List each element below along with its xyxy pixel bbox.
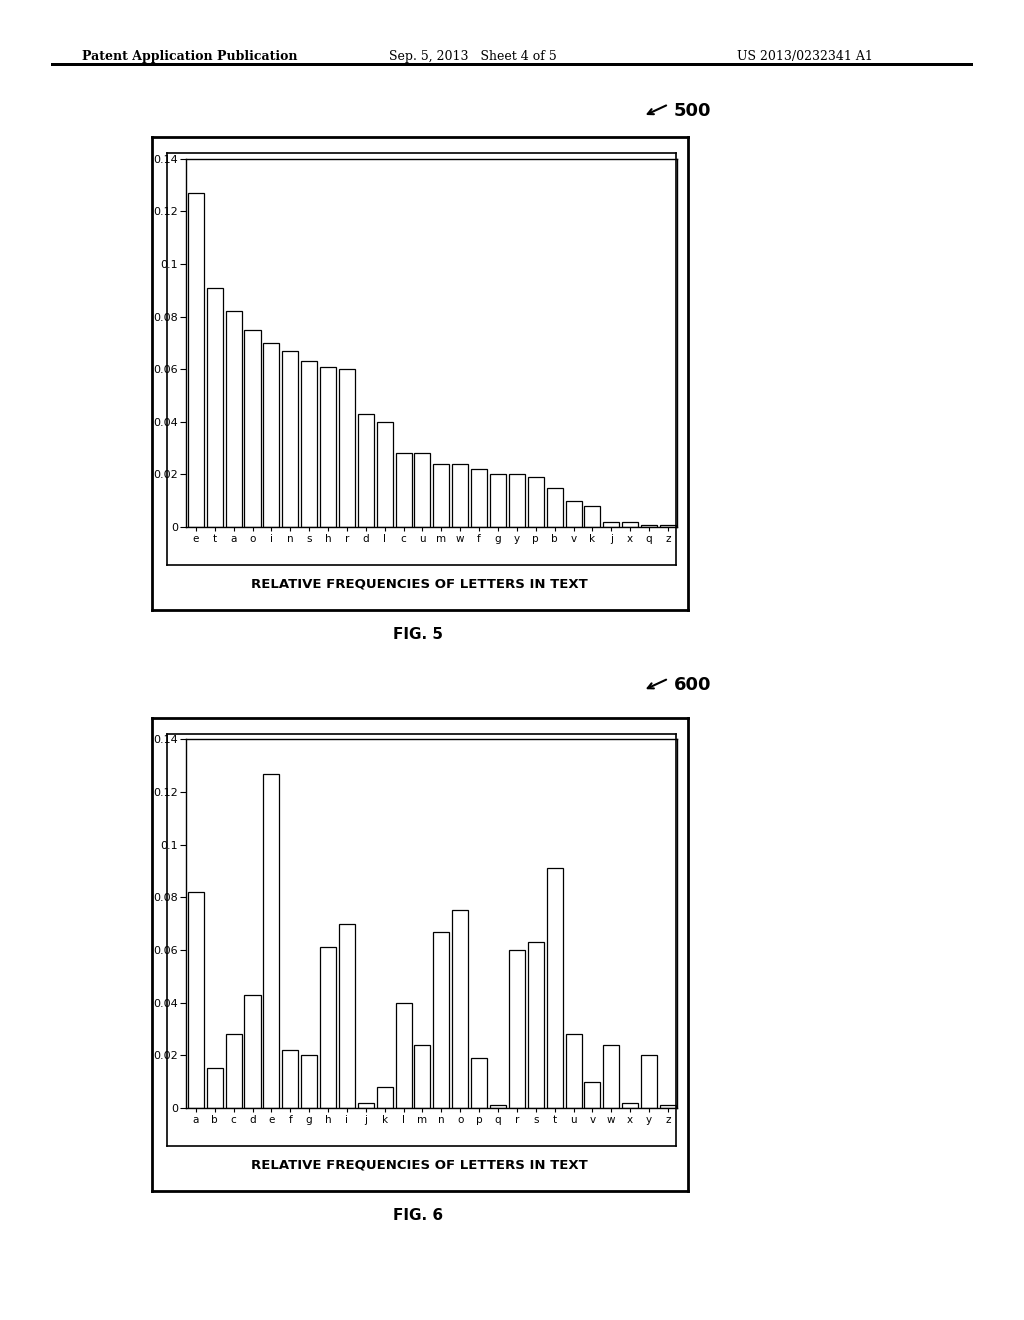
Bar xyxy=(433,463,450,527)
Bar xyxy=(283,1049,298,1107)
Bar xyxy=(283,351,298,527)
Bar xyxy=(395,1003,412,1107)
Bar xyxy=(641,1055,657,1107)
Bar xyxy=(415,454,430,527)
Bar xyxy=(263,343,280,527)
Text: US 2013/0232341 A1: US 2013/0232341 A1 xyxy=(737,50,873,63)
Bar xyxy=(641,524,657,527)
Bar xyxy=(547,869,562,1107)
Text: Sep. 5, 2013   Sheet 4 of 5: Sep. 5, 2013 Sheet 4 of 5 xyxy=(389,50,557,63)
Bar xyxy=(489,474,506,527)
Text: Patent Application Publication: Patent Application Publication xyxy=(82,50,297,63)
Bar xyxy=(659,1105,676,1107)
Bar xyxy=(357,414,374,527)
Text: 600: 600 xyxy=(674,676,712,694)
Bar xyxy=(377,422,393,527)
Bar xyxy=(187,892,204,1107)
Bar xyxy=(339,370,355,527)
Bar xyxy=(395,454,412,527)
Bar xyxy=(453,911,468,1107)
Bar xyxy=(547,487,562,527)
Bar xyxy=(623,521,638,527)
Bar xyxy=(415,1044,430,1107)
Bar xyxy=(603,1044,620,1107)
Bar xyxy=(603,521,620,527)
Bar xyxy=(527,942,544,1107)
Bar xyxy=(321,948,336,1107)
Text: 500: 500 xyxy=(674,102,712,120)
Bar xyxy=(321,367,336,527)
Text: FIG. 6: FIG. 6 xyxy=(393,1208,442,1222)
Bar xyxy=(187,193,204,527)
Bar xyxy=(301,1055,317,1107)
Text: FIG. 5: FIG. 5 xyxy=(393,627,442,642)
Text: RELATIVE FREQUENCIES OF LETTERS IN TEXT: RELATIVE FREQUENCIES OF LETTERS IN TEXT xyxy=(252,1158,588,1171)
Bar xyxy=(207,288,223,527)
Bar xyxy=(585,1081,600,1107)
Bar xyxy=(527,477,544,527)
Bar xyxy=(509,950,525,1107)
Bar xyxy=(357,1102,374,1107)
Bar xyxy=(207,1068,223,1107)
Bar xyxy=(489,1105,506,1107)
Bar xyxy=(565,1035,582,1107)
Bar xyxy=(453,463,468,527)
Bar xyxy=(471,1057,487,1107)
Bar xyxy=(263,774,280,1107)
Bar xyxy=(659,524,676,527)
Bar xyxy=(433,932,450,1107)
Bar xyxy=(225,1035,242,1107)
Bar xyxy=(509,474,525,527)
Bar xyxy=(471,469,487,527)
Bar xyxy=(565,500,582,527)
Bar xyxy=(585,506,600,527)
Bar xyxy=(339,924,355,1107)
Bar xyxy=(623,1102,638,1107)
Bar xyxy=(301,362,317,527)
Bar xyxy=(377,1086,393,1107)
Bar xyxy=(225,312,242,527)
Bar xyxy=(245,995,260,1107)
Text: RELATIVE FREQUENCIES OF LETTERS IN TEXT: RELATIVE FREQUENCIES OF LETTERS IN TEXT xyxy=(252,577,588,590)
Bar xyxy=(245,330,260,527)
